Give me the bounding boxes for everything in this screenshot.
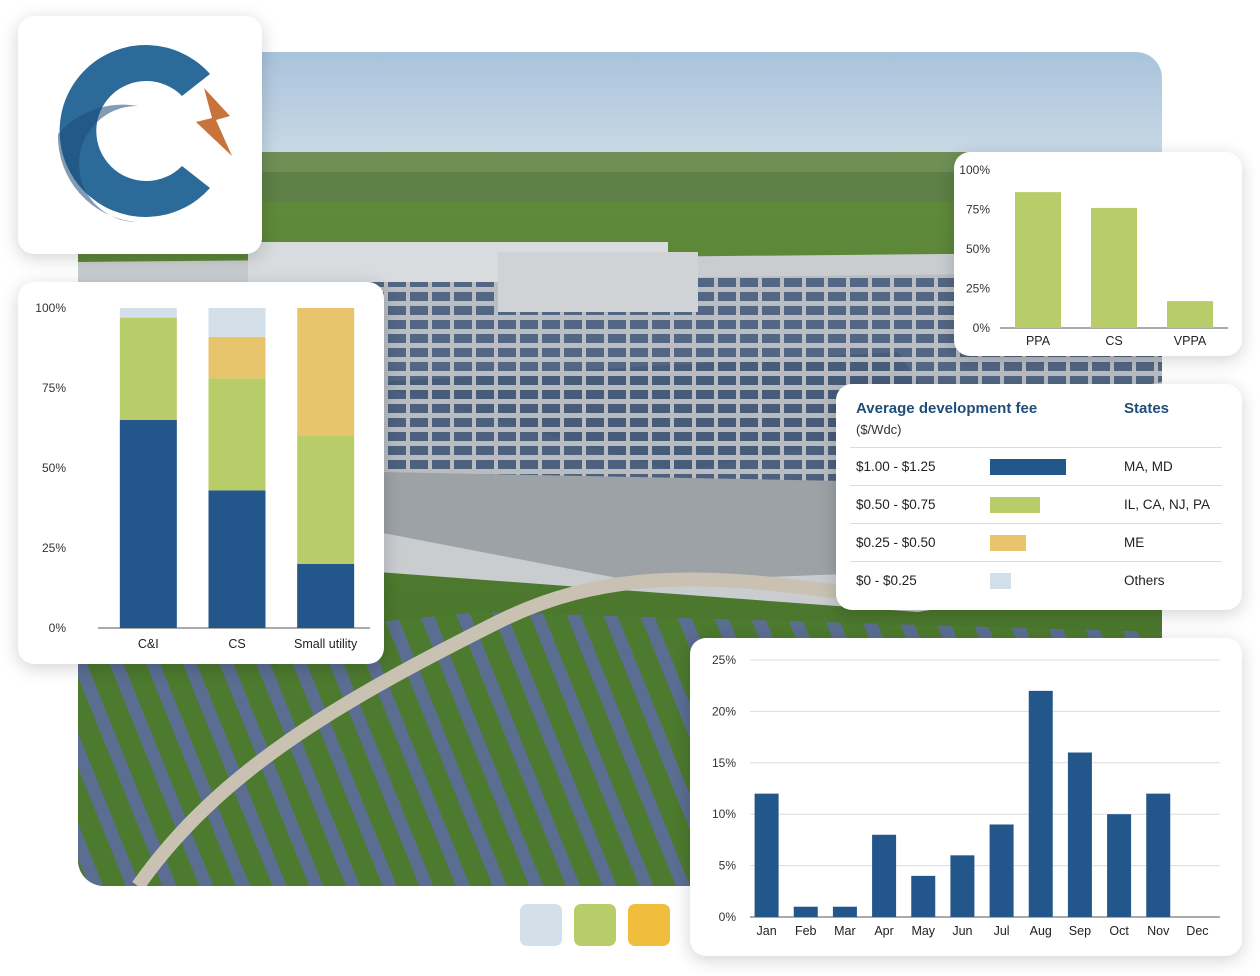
x-category-label: Feb bbox=[795, 924, 817, 938]
fee-range-label: $1.00 - $1.25 bbox=[856, 459, 936, 474]
fee-level-bar bbox=[990, 535, 1026, 551]
y-tick-label: 100% bbox=[35, 301, 66, 315]
bar-segment bbox=[297, 436, 355, 564]
fee-level-bar bbox=[990, 459, 1066, 475]
x-category-label: May bbox=[911, 924, 935, 938]
y-tick-label: 10% bbox=[712, 807, 736, 821]
x-category-label: Jun bbox=[952, 924, 972, 938]
bar-segment bbox=[208, 378, 266, 491]
y-tick-label: 50% bbox=[966, 242, 990, 256]
fee-states-label: Others bbox=[1124, 573, 1165, 588]
bar bbox=[1091, 207, 1137, 328]
bar-segment bbox=[208, 336, 266, 379]
bar-segment bbox=[119, 308, 177, 318]
fee-states-label: MA, MD bbox=[1124, 459, 1173, 474]
fee-table-row: $0 - $0.25 Others bbox=[850, 561, 1222, 600]
bar bbox=[950, 855, 975, 917]
y-tick-label: 100% bbox=[959, 163, 990, 177]
fee-table-unit: ($/Wdc) bbox=[856, 422, 902, 437]
development-fee-table-card: Average development fee ($/Wdc) States $… bbox=[836, 384, 1242, 610]
bar bbox=[1107, 814, 1132, 917]
y-tick-label: 25% bbox=[712, 653, 736, 667]
bar-segment bbox=[119, 420, 177, 628]
y-tick-label: 0% bbox=[49, 621, 67, 635]
bar bbox=[1028, 690, 1053, 917]
y-tick-label: 25% bbox=[966, 282, 990, 296]
x-category-label: Oct bbox=[1109, 924, 1129, 938]
x-category-label: Nov bbox=[1147, 924, 1170, 938]
x-category-label: Jan bbox=[757, 924, 777, 938]
logo-card bbox=[18, 16, 262, 254]
bar-segment bbox=[208, 490, 266, 628]
y-tick-label: 50% bbox=[42, 461, 66, 475]
bar bbox=[1146, 793, 1171, 917]
offtake-chart-card: 0% 25% 50% 75% 100% PPA CS VPPA bbox=[954, 152, 1242, 356]
fee-table-row: $0.50 - $0.75 IL, CA, NJ, PA bbox=[850, 485, 1222, 524]
monthly-distribution-chart-card: 0% 5% 10% 15% 20% 25% Jan Feb Mar Apr May Jun Jul Aug… bbox=[690, 638, 1242, 956]
bar bbox=[911, 875, 936, 917]
x-category-label: CS bbox=[1105, 334, 1122, 348]
fee-table-title: Average development fee bbox=[856, 400, 1038, 417]
y-tick-label: 0% bbox=[719, 910, 737, 924]
stacked-segment-chart-card: 0% 25% 50% 75% 100% C&I CS Small utility bbox=[18, 282, 384, 664]
bar-segment bbox=[297, 564, 355, 628]
fee-table-row: $1.00 - $1.25 MA, MD bbox=[850, 447, 1222, 486]
fee-range-label: $0 - $0.25 bbox=[856, 573, 917, 588]
fee-level-bar bbox=[990, 573, 1011, 589]
fee-range-label: $0.50 - $0.75 bbox=[856, 497, 936, 512]
x-category-label: Sep bbox=[1069, 924, 1091, 938]
company-logo-c-lightning-icon bbox=[57, 44, 232, 222]
bar bbox=[1015, 192, 1061, 328]
x-category-label: Small utility bbox=[294, 637, 358, 651]
offtake-bar-chart: 0% 25% 50% 75% 100% PPA CS VPPA bbox=[959, 163, 1228, 348]
bar bbox=[1067, 752, 1092, 917]
y-tick-label: 15% bbox=[712, 756, 736, 770]
x-category-label: CS bbox=[228, 637, 245, 651]
x-category-label: Jul bbox=[994, 924, 1010, 938]
y-tick-label: 75% bbox=[42, 381, 66, 395]
fee-table-row: $0.25 - $0.50 ME bbox=[850, 523, 1222, 562]
y-tick-label: 20% bbox=[712, 704, 736, 718]
bar-segment bbox=[119, 317, 177, 420]
x-category-label: VPPA bbox=[1174, 334, 1207, 348]
legend-swatch bbox=[574, 904, 616, 946]
x-category-label: Mar bbox=[834, 924, 856, 938]
legend-swatch bbox=[628, 904, 670, 946]
y-tick-label: 0% bbox=[973, 321, 991, 335]
bar bbox=[832, 906, 857, 917]
y-tick-label: 5% bbox=[719, 859, 737, 873]
y-tick-label: 25% bbox=[42, 541, 66, 555]
fee-range-label: $0.25 - $0.50 bbox=[856, 535, 936, 550]
x-category-label: PPA bbox=[1026, 334, 1051, 348]
monthly-bar-chart: 0% 5% 10% 15% 20% 25% Jan Feb Mar Apr May Jun Jul Aug… bbox=[712, 653, 1220, 938]
stacked-bar-chart: 0% 25% 50% 75% 100% C&I CS Small utility bbox=[35, 301, 370, 651]
bar bbox=[1167, 301, 1213, 328]
bar-segment bbox=[208, 308, 266, 337]
x-category-label: Dec bbox=[1186, 924, 1208, 938]
x-category-label: Apr bbox=[874, 924, 893, 938]
fee-level-bar bbox=[990, 497, 1040, 513]
bar bbox=[754, 793, 779, 917]
x-category-label: C&I bbox=[138, 637, 159, 651]
bar-segment bbox=[297, 308, 355, 436]
fee-states-label: ME bbox=[1124, 535, 1145, 550]
fee-table-states-header: States bbox=[1124, 400, 1170, 417]
bar bbox=[872, 834, 897, 917]
legend-swatch bbox=[520, 904, 562, 946]
bar bbox=[989, 824, 1014, 917]
bar bbox=[793, 906, 818, 917]
y-tick-label: 75% bbox=[966, 203, 990, 217]
fee-states-label: IL, CA, NJ, PA bbox=[1124, 497, 1211, 512]
x-category-label: Aug bbox=[1030, 924, 1052, 938]
